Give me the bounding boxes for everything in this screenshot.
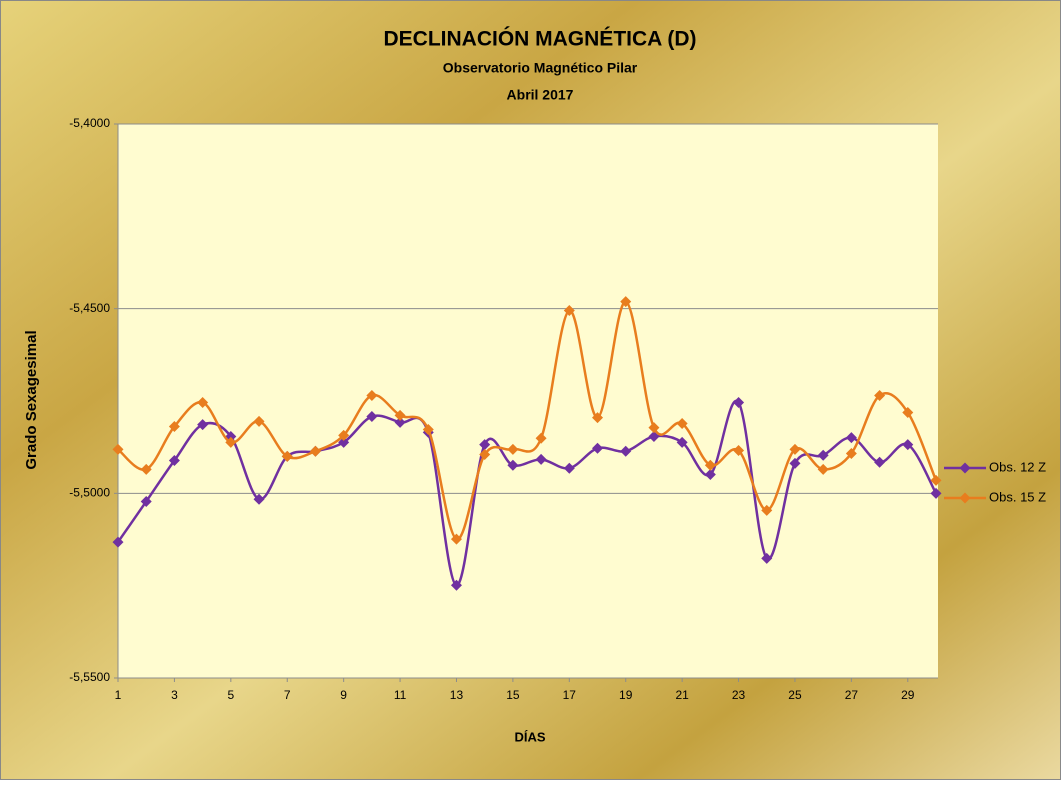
marker bbox=[197, 419, 209, 431]
marker bbox=[817, 449, 829, 461]
marker bbox=[902, 439, 914, 451]
chart-subtitle: Observatorio Magnético Pilar bbox=[443, 60, 638, 76]
marker bbox=[704, 468, 716, 480]
legend-marker bbox=[959, 462, 971, 474]
marker bbox=[309, 445, 321, 457]
marker bbox=[394, 409, 406, 421]
x-tick-label: 17 bbox=[563, 688, 577, 702]
marker bbox=[112, 443, 124, 455]
marker bbox=[845, 432, 857, 444]
x-tick-label: 11 bbox=[394, 688, 407, 702]
x-tick-label: 29 bbox=[901, 688, 915, 702]
marker bbox=[140, 495, 152, 507]
marker bbox=[648, 422, 660, 434]
marker bbox=[733, 444, 745, 456]
x-tick-label: 5 bbox=[227, 688, 234, 702]
marker bbox=[930, 474, 942, 486]
marker bbox=[676, 436, 688, 448]
x-tick-label: 21 bbox=[675, 688, 689, 702]
y-tick-label: -5,4000 bbox=[69, 116, 110, 130]
legend-marker bbox=[959, 492, 971, 504]
y-tick-label: -5,4500 bbox=[69, 301, 110, 315]
marker bbox=[197, 396, 209, 408]
marker bbox=[281, 450, 293, 462]
marker bbox=[535, 453, 547, 465]
x-tick-label: 9 bbox=[340, 688, 347, 702]
x-tick-label: 19 bbox=[619, 688, 633, 702]
marker bbox=[563, 462, 575, 474]
marker bbox=[422, 423, 434, 435]
legend-label: Obs. 15 Z bbox=[989, 489, 1046, 504]
marker bbox=[225, 436, 237, 448]
x-tick-label: 13 bbox=[450, 688, 464, 702]
x-tick-label: 27 bbox=[845, 688, 859, 702]
y-axis-label: Grado Sexagesimal bbox=[23, 330, 40, 469]
marker bbox=[479, 449, 491, 461]
marker bbox=[902, 406, 914, 418]
y-tick-label: -5,5500 bbox=[69, 670, 110, 684]
legend-label: Obs. 12 Z bbox=[989, 459, 1046, 474]
x-tick-label: 23 bbox=[732, 688, 746, 702]
marker bbox=[620, 296, 632, 308]
marker bbox=[761, 552, 773, 564]
marker bbox=[620, 445, 632, 457]
marker bbox=[338, 436, 350, 448]
marker bbox=[253, 415, 265, 427]
marker bbox=[733, 396, 745, 408]
marker bbox=[507, 459, 519, 471]
marker bbox=[535, 432, 547, 444]
marker bbox=[253, 493, 265, 505]
plot-area bbox=[118, 124, 938, 678]
marker bbox=[338, 429, 350, 441]
marker bbox=[817, 463, 829, 475]
x-tick-label: 15 bbox=[506, 688, 520, 702]
x-axis-label: DÍAS bbox=[514, 729, 545, 744]
chart-title: DECLINACIÓN MAGNÉTICA (D) bbox=[383, 27, 696, 51]
marker bbox=[563, 305, 575, 317]
marker bbox=[789, 443, 801, 455]
marker bbox=[789, 457, 801, 469]
marker bbox=[845, 447, 857, 459]
x-tick-label: 3 bbox=[171, 688, 178, 702]
marker bbox=[168, 454, 180, 466]
marker bbox=[874, 456, 886, 468]
marker bbox=[168, 420, 180, 432]
marker bbox=[930, 487, 942, 499]
marker bbox=[366, 389, 378, 401]
x-tick-label: 7 bbox=[284, 688, 291, 702]
marker bbox=[874, 389, 886, 401]
marker bbox=[761, 504, 773, 516]
marker bbox=[366, 411, 378, 423]
marker bbox=[592, 442, 604, 454]
marker bbox=[450, 579, 462, 591]
chart-period: Abril 2017 bbox=[507, 87, 574, 103]
marker bbox=[479, 439, 491, 451]
marker bbox=[450, 533, 462, 545]
marker bbox=[112, 536, 124, 548]
marker bbox=[394, 416, 406, 428]
x-tick-label: 1 bbox=[115, 688, 122, 702]
marker bbox=[592, 412, 604, 424]
marker bbox=[140, 463, 152, 475]
y-tick-label: -5,5000 bbox=[69, 486, 110, 500]
marker bbox=[507, 443, 519, 455]
marker bbox=[704, 459, 716, 471]
x-tick-label: 25 bbox=[788, 688, 802, 702]
marker bbox=[676, 418, 688, 430]
